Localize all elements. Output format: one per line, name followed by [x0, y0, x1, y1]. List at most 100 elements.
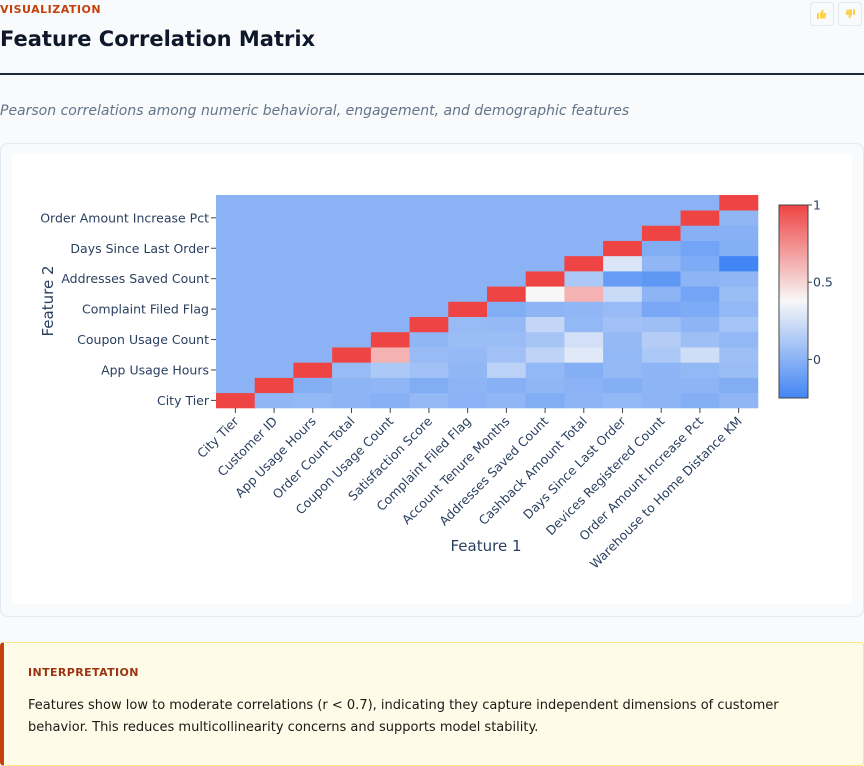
heatmap-cell[interactable]: [487, 347, 527, 363]
heatmap-cell[interactable]: [564, 195, 604, 211]
heatmap-cell[interactable]: [448, 286, 488, 302]
heatmap-cell[interactable]: [254, 225, 294, 241]
heatmap-cell[interactable]: [332, 271, 372, 287]
heatmap-cell[interactable]: [254, 195, 294, 211]
heatmap-cell[interactable]: [680, 331, 720, 348]
heatmap-cell[interactable]: [564, 225, 604, 241]
heatmap-cell[interactable]: [525, 377, 565, 394]
heatmap-cell[interactable]: [641, 331, 681, 348]
heatmap-cell[interactable]: [603, 331, 643, 348]
heatmap-cell[interactable]: [603, 271, 643, 287]
heatmap-cell[interactable]: [564, 331, 604, 348]
heatmap-cell[interactable]: [487, 225, 527, 241]
heatmap-cell[interactable]: [254, 331, 294, 348]
heatmap-cell[interactable]: [719, 225, 759, 241]
heatmap-cell[interactable]: [332, 286, 372, 302]
heatmap-cell[interactable]: [293, 362, 333, 378]
heatmap-cell[interactable]: [216, 392, 256, 409]
heatmap-cell[interactable]: [603, 377, 643, 394]
heatmap-cell[interactable]: [370, 392, 410, 409]
heatmap-cell[interactable]: [641, 255, 681, 272]
heatmap-cell[interactable]: [409, 392, 449, 409]
heatmap-cell[interactable]: [641, 301, 681, 318]
heatmap-cell[interactable]: [332, 347, 372, 363]
heatmap-cell[interactable]: [719, 377, 759, 394]
heatmap-cell[interactable]: [525, 225, 565, 241]
heatmap-cell[interactable]: [448, 331, 488, 348]
heatmap-cell[interactable]: [564, 392, 604, 409]
heatmap-cell[interactable]: [409, 362, 449, 378]
heatmap-cell[interactable]: [370, 347, 410, 363]
heatmap-cell[interactable]: [370, 301, 410, 318]
heatmap-cell[interactable]: [409, 271, 449, 287]
heatmap-cell[interactable]: [409, 255, 449, 272]
heatmap-cell[interactable]: [641, 392, 681, 409]
heatmap-cell[interactable]: [448, 210, 488, 226]
heatmap-cell[interactable]: [370, 255, 410, 272]
heatmap-cell[interactable]: [641, 316, 681, 333]
heatmap-cell[interactable]: [603, 255, 643, 272]
heatmap-cell[interactable]: [680, 377, 720, 394]
heatmap-cell[interactable]: [719, 331, 759, 348]
heatmap-cell[interactable]: [564, 210, 604, 226]
heatmap-cell[interactable]: [564, 347, 604, 363]
heatmap-cell[interactable]: [370, 362, 410, 378]
heatmap-cell[interactable]: [525, 195, 565, 211]
heatmap-cell[interactable]: [448, 271, 488, 287]
heatmap-cell[interactable]: [216, 331, 256, 348]
heatmap-cell[interactable]: [293, 316, 333, 333]
heatmap-cell[interactable]: [564, 362, 604, 378]
heatmap-cell[interactable]: [680, 240, 720, 257]
heatmap-cell[interactable]: [680, 195, 720, 211]
heatmap-cell[interactable]: [293, 377, 333, 394]
heatmap-cell[interactable]: [332, 301, 372, 318]
heatmap-cell[interactable]: [603, 240, 643, 257]
heatmap-cell[interactable]: [719, 195, 759, 211]
heatmap-cell[interactable]: [603, 347, 643, 363]
heatmap-cell[interactable]: [254, 255, 294, 272]
heatmap-cell[interactable]: [719, 286, 759, 302]
heatmap-cell[interactable]: [448, 255, 488, 272]
heatmap-cell[interactable]: [680, 316, 720, 333]
heatmap-cell[interactable]: [487, 316, 527, 333]
heatmap-cell[interactable]: [332, 225, 372, 241]
heatmap-cell[interactable]: [293, 392, 333, 409]
heatmap-cell[interactable]: [603, 301, 643, 318]
heatmap-cell[interactable]: [525, 286, 565, 302]
heatmap-cell[interactable]: [487, 286, 527, 302]
heatmap-cell[interactable]: [680, 210, 720, 226]
heatmap-cell[interactable]: [216, 377, 256, 394]
heatmap-cell[interactable]: [216, 225, 256, 241]
heatmap-cell[interactable]: [564, 240, 604, 257]
heatmap-cell[interactable]: [680, 286, 720, 302]
heatmap-cell[interactable]: [719, 255, 759, 272]
heatmap-cell[interactable]: [370, 286, 410, 302]
heatmap-cell[interactable]: [525, 347, 565, 363]
heatmap-cell[interactable]: [409, 377, 449, 394]
heatmap-cell[interactable]: [680, 301, 720, 318]
heatmap-cell[interactable]: [525, 316, 565, 333]
heatmap-cell[interactable]: [448, 392, 488, 409]
heatmap-cell[interactable]: [680, 392, 720, 409]
heatmap-cell[interactable]: [448, 316, 488, 333]
heatmap-cell[interactable]: [564, 255, 604, 272]
heatmap-cell[interactable]: [525, 331, 565, 348]
heatmap-cell[interactable]: [254, 377, 294, 394]
heatmap-cell[interactable]: [293, 225, 333, 241]
heatmap-cell[interactable]: [487, 240, 527, 257]
heatmap-cell[interactable]: [409, 347, 449, 363]
heatmap-cell[interactable]: [332, 331, 372, 348]
heatmap-cell[interactable]: [216, 362, 256, 378]
heatmap-cell[interactable]: [293, 286, 333, 302]
heatmap-cell[interactable]: [564, 377, 604, 394]
heatmap-cell[interactable]: [680, 225, 720, 241]
heatmap-cell[interactable]: [254, 240, 294, 257]
heatmap-cell[interactable]: [719, 362, 759, 378]
heatmap-cell[interactable]: [525, 392, 565, 409]
heatmap-cell[interactable]: [216, 195, 256, 211]
heatmap-cell[interactable]: [525, 255, 565, 272]
heatmap-cell[interactable]: [680, 362, 720, 378]
heatmap-cell[interactable]: [719, 301, 759, 318]
thumbs-down-button[interactable]: [838, 2, 862, 26]
heatmap-cell[interactable]: [216, 255, 256, 272]
